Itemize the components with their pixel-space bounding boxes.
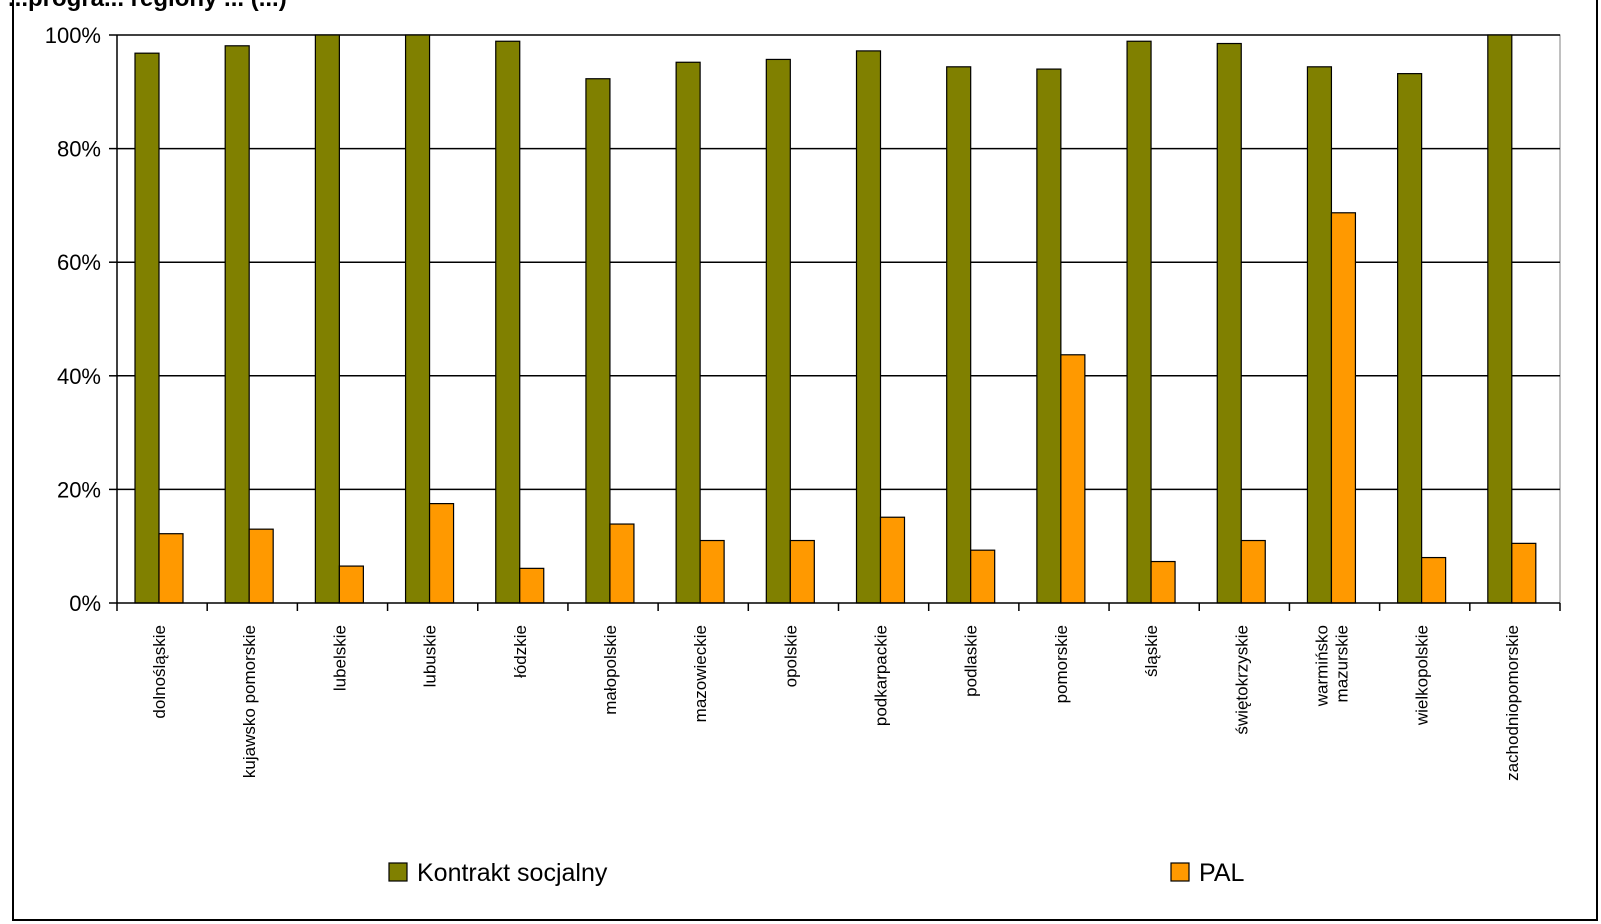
bar-kontrakt-socjalny — [224, 45, 250, 604]
x-category-label: mazowieckie — [691, 625, 710, 722]
bar-pal — [1240, 539, 1266, 604]
bar-pal — [1421, 556, 1447, 604]
bar-pal — [970, 549, 996, 604]
bars — [134, 34, 1537, 604]
x-category-label: dolnośląskie — [150, 625, 169, 719]
x-axis-category-labels: dolnośląskie kujawsko pomorskie lubelskie l… — [150, 625, 1522, 781]
bar-pal — [1511, 542, 1537, 604]
bar-kontrakt-socjalny — [1306, 66, 1333, 604]
x-category-label: śląskie — [1142, 625, 1161, 677]
bar-kontrakt-socjalny — [675, 61, 701, 604]
x-category-label: mazurskie — [1332, 625, 1351, 702]
x-category-label: warmińsko — [1312, 625, 1331, 707]
y-tick-label: 0% — [69, 591, 101, 616]
y-tick-label: 100% — [45, 23, 101, 48]
x-category-label: łódzkie — [511, 625, 530, 678]
bar-kontrakt-socjalny — [404, 34, 431, 604]
bar-kontrakt-socjalny — [1487, 34, 1513, 604]
bar-kontrakt-socjalny — [1036, 68, 1062, 604]
bar-pal — [699, 539, 725, 604]
bar-pal — [609, 523, 635, 604]
bar-kontrakt-socjalny — [314, 34, 340, 604]
bar-kontrakt-socjalny — [946, 66, 972, 604]
bar-pal — [789, 539, 815, 604]
y-axis-tick-labels: 0% 20% 40% 60% 80% 100% — [45, 23, 101, 616]
bar-kontrakt-socjalny — [765, 58, 791, 604]
x-category-label: lubelskie — [330, 625, 349, 691]
x-category-label: lubuskie — [421, 625, 440, 687]
bar-kontrakt-socjalny — [1397, 73, 1423, 604]
bar-pal — [879, 516, 906, 604]
bar-kontrakt-socjalny — [495, 40, 521, 604]
x-category-label: wielkopolskie — [1413, 625, 1432, 726]
x-category-label: kujawsko pomorskie — [240, 625, 259, 778]
x-category-label: pomorskie — [1052, 625, 1071, 703]
y-tick-label: 20% — [57, 477, 101, 502]
x-category-label: podlaskie — [962, 625, 981, 697]
bar-pal — [158, 533, 184, 604]
legend-label-kontrakt-socjalny: Kontrakt socjalny — [417, 859, 608, 887]
bar-pal — [1060, 354, 1086, 604]
bar-kontrakt-socjalny — [1126, 40, 1152, 604]
y-tick-label: 40% — [57, 364, 101, 389]
x-category-label: opolskie — [781, 625, 800, 687]
bar-pal — [338, 565, 364, 604]
bar-pal — [1150, 560, 1176, 604]
bar-pal — [428, 503, 455, 604]
axes — [109, 34, 1561, 611]
x-category-label: zachodniopomorskie — [1503, 625, 1522, 781]
x-category-label: podkarpackie — [872, 625, 891, 726]
legend-label-pal: PAL — [1199, 859, 1244, 887]
chart-title: ...progra... regiony ... (...) — [8, 0, 287, 12]
bar-pal — [519, 567, 545, 604]
bar-kontrakt-socjalny — [1216, 42, 1242, 604]
legend-swatch-kontrakt-socjalny — [388, 862, 408, 882]
bar-kontrakt-socjalny — [134, 52, 160, 604]
y-tick-label: 80% — [57, 137, 101, 162]
bar-kontrakt-socjalny — [855, 50, 882, 604]
legend: Kontrakt socjalny PAL — [388, 859, 1244, 887]
y-tick-label: 60% — [57, 250, 101, 275]
bar-kontrakt-socjalny — [585, 78, 611, 604]
bar-pal — [248, 528, 274, 604]
x-category-label: małopolskie — [601, 625, 620, 715]
x-category-label: świętokrzyskie — [1232, 625, 1251, 735]
legend-swatch-pal — [1170, 862, 1190, 882]
bar-pal — [1330, 212, 1357, 604]
